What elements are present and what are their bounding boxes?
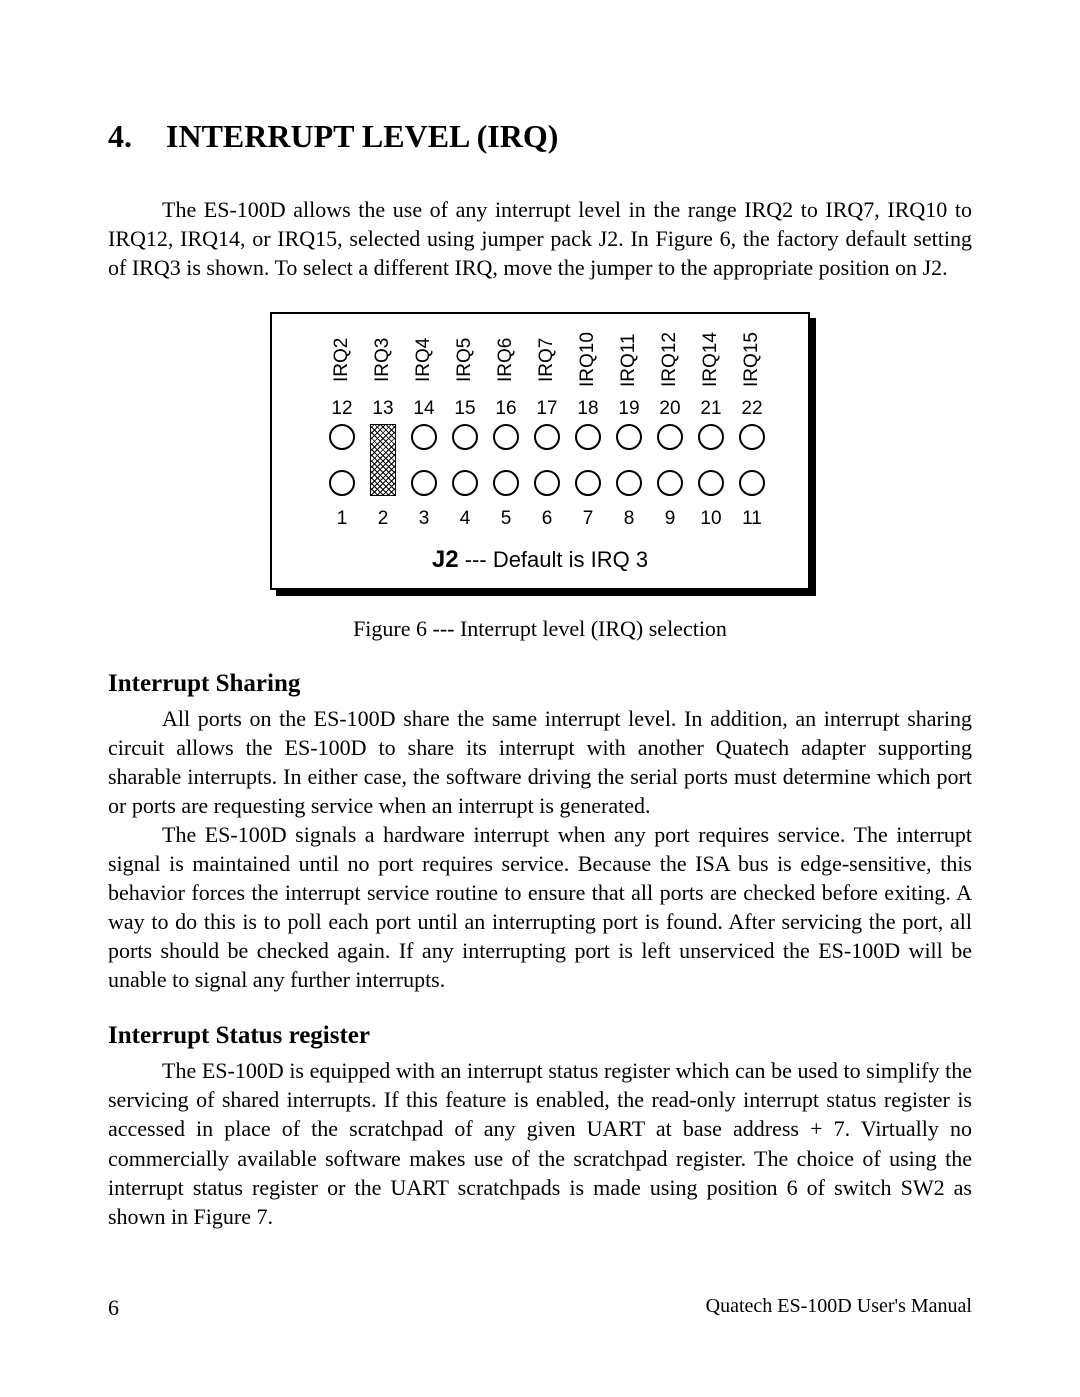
jumper-id: J2 xyxy=(432,546,459,573)
interrupt-sharing-p2: The ES-100D signals a hardware interrupt… xyxy=(108,820,972,994)
pin-hole xyxy=(575,424,601,450)
pin-hole xyxy=(493,424,519,450)
irq-label: IRQ7 xyxy=(527,332,567,388)
pin-number-top: 18 xyxy=(568,398,608,420)
interrupt-sharing-p1: All ports on the ES-100D share the same … xyxy=(108,704,972,820)
figure-bottom-label: J2 --- Default is IRQ 3 xyxy=(302,546,778,574)
irq-label: IRQ15 xyxy=(732,332,772,388)
pin-hole xyxy=(534,470,560,496)
irq-label: IRQ4 xyxy=(404,332,444,388)
pin-number-bottom: 1 xyxy=(322,508,362,530)
pin-hole xyxy=(452,424,478,450)
interrupt-status-p1: The ES-100D is equipped with an interrup… xyxy=(108,1056,972,1230)
page-number: 6 xyxy=(108,1295,119,1321)
intro-paragraph: The ES-100D allows the use of any interr… xyxy=(108,195,972,282)
jumper-installed xyxy=(370,424,396,496)
pin-number-top: 22 xyxy=(732,398,772,420)
pin-hole xyxy=(616,470,642,496)
pin-hole xyxy=(739,424,765,450)
pin-hole xyxy=(329,424,355,450)
pin-number-top: 17 xyxy=(527,398,567,420)
irq-label: IRQ5 xyxy=(445,332,485,388)
pin-number-bottom: 8 xyxy=(609,508,649,530)
irq-label: IRQ3 xyxy=(363,332,403,388)
section-number: 4. xyxy=(108,118,166,155)
page: 4.INTERRUPT LEVEL (IRQ) The ES-100D allo… xyxy=(0,0,1080,1397)
irq-label: IRQ6 xyxy=(486,332,526,388)
pin-hole xyxy=(657,470,683,496)
pin-number-top: 15 xyxy=(445,398,485,420)
section-title-text: INTERRUPT LEVEL (IRQ) xyxy=(166,118,558,154)
pin-number-bottom: 5 xyxy=(486,508,526,530)
pin-hole xyxy=(698,470,724,496)
pin-hole xyxy=(411,470,437,496)
pin-hole xyxy=(329,470,355,496)
section-title: 4.INTERRUPT LEVEL (IRQ) xyxy=(108,118,972,155)
figure-caption: Figure 6 --- Interrupt level (IRQ) selec… xyxy=(108,616,972,642)
pin-hole xyxy=(493,470,519,496)
irq-label: IRQ10 xyxy=(568,332,608,388)
pin-number-bottom: 11 xyxy=(732,508,772,530)
pin-number-bottom: 6 xyxy=(527,508,567,530)
pin-number-top: 19 xyxy=(609,398,649,420)
pin-hole xyxy=(452,470,478,496)
irq-label: IRQ14 xyxy=(691,332,731,388)
page-footer: 6 Quatech ES-100D User's Manual xyxy=(108,1295,972,1321)
pin-number-bottom: 7 xyxy=(568,508,608,530)
pin-number-top: 21 xyxy=(691,398,731,420)
jumper-default-text: --- Default is IRQ 3 xyxy=(459,547,648,572)
pin-hole xyxy=(534,424,560,450)
pin-number-bottom: 4 xyxy=(445,508,485,530)
pin-number-bottom: 2 xyxy=(363,508,403,530)
pin-number-bottom: 3 xyxy=(404,508,444,530)
figure-box: IRQ2121IRQ3132IRQ4143IRQ5154IRQ6165IRQ71… xyxy=(270,312,810,590)
pin-number-top: 20 xyxy=(650,398,690,420)
irq-label: IRQ12 xyxy=(650,332,690,388)
pin-number-top: 12 xyxy=(322,398,362,420)
footer-manual-title: Quatech ES-100D User's Manual xyxy=(706,1295,972,1318)
pin-number-bottom: 9 xyxy=(650,508,690,530)
pin-hole xyxy=(411,424,437,450)
jumper-grid: IRQ2121IRQ3132IRQ4143IRQ5154IRQ6165IRQ71… xyxy=(302,330,778,540)
pin-hole xyxy=(739,470,765,496)
irq-label: IRQ11 xyxy=(609,332,649,388)
subheading-interrupt-sharing: Interrupt Sharing xyxy=(108,670,972,698)
pin-number-bottom: 10 xyxy=(691,508,731,530)
pin-hole xyxy=(657,424,683,450)
figure-6: IRQ2121IRQ3132IRQ4143IRQ5154IRQ6165IRQ71… xyxy=(270,312,810,590)
pin-hole xyxy=(698,424,724,450)
irq-label: IRQ2 xyxy=(322,332,362,388)
pin-number-top: 13 xyxy=(363,398,403,420)
pin-hole xyxy=(575,470,601,496)
subheading-interrupt-status: Interrupt Status register xyxy=(108,1022,972,1050)
pin-number-top: 14 xyxy=(404,398,444,420)
pin-number-top: 16 xyxy=(486,398,526,420)
pin-hole xyxy=(616,424,642,450)
